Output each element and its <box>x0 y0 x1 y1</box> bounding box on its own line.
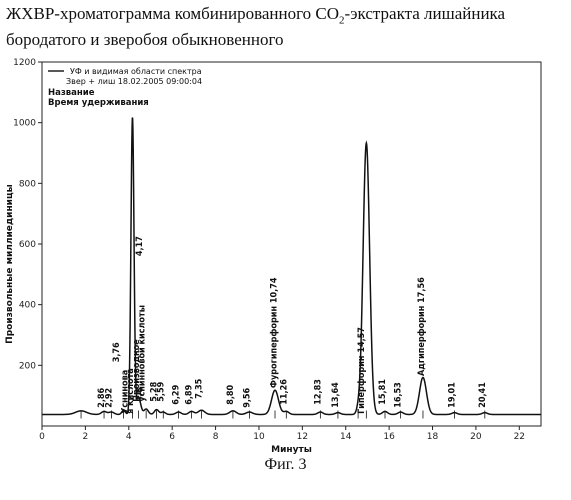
x-tick-label: 4 <box>126 432 132 442</box>
x-tick-label: 8 <box>213 432 219 442</box>
peak-annotation: 20,41 <box>478 382 488 408</box>
y-tick-label: 1200 <box>13 58 36 68</box>
peak-annotation: уснинновой кислоты <box>138 305 148 402</box>
x-axis-label: Минуты <box>271 445 312 455</box>
peak-annotation: 12,83 <box>313 379 323 405</box>
legend-line-1: УФ и видимая области спектра <box>70 67 202 76</box>
peak-annotation: 9,56 <box>242 387 252 407</box>
x-tick-label: 20 <box>470 432 482 442</box>
y-tick-label: 600 <box>19 240 36 250</box>
peak-annotation: 5,59 <box>156 381 166 401</box>
peak-annotation: Адгиперфорин 17,56 <box>417 277 427 376</box>
peak-annotation: 7,35 <box>194 378 204 398</box>
x-tick-label: 14 <box>340 432 352 442</box>
y-tick-label: 200 <box>19 361 36 371</box>
peak-annotation: 4,17 <box>135 236 145 256</box>
x-tick-label: 18 <box>427 432 439 442</box>
x-tick-label: 2 <box>83 432 89 442</box>
peak-annotation: 19,01 <box>447 382 457 408</box>
legend-line-2: Звер + лиш 18.02.2005 09:00:04 <box>66 77 202 86</box>
peak-annotation: 6,89 <box>184 384 194 404</box>
peak-annotation: 15,81 <box>378 379 388 405</box>
y-tick-label: 800 <box>19 179 36 189</box>
peak-annotation: 6,29 <box>171 384 181 404</box>
x-tick-label: 12 <box>297 432 308 442</box>
peak-annotation: 13,64 <box>331 382 341 408</box>
peak-annotation: Фурогиперфорин 10,74 <box>269 277 279 388</box>
x-tick-label: 10 <box>253 432 265 442</box>
legend-line-4: Время удерживания <box>48 98 149 108</box>
x-tick-label: 6 <box>169 432 175 442</box>
y-tick-label: 400 <box>19 301 36 311</box>
plot-frame <box>42 62 541 426</box>
peak-annotation: 11,26 <box>279 379 289 405</box>
x-tick-label: 0 <box>39 432 45 442</box>
peak-annotation: 16,53 <box>394 382 404 408</box>
y-axis-label: Произвольные миллиединицы <box>5 184 15 344</box>
y-tick-label: 1000 <box>13 119 36 129</box>
legend-line-3: Название <box>48 88 95 98</box>
peak-annotation: 3,76 <box>112 342 122 362</box>
chromatogram-trace <box>42 118 541 415</box>
x-tick-label: 16 <box>383 432 395 442</box>
peak-annotation: 2,92 <box>104 388 114 408</box>
peak-annotation: 8,80 <box>226 384 236 404</box>
peak-annotation: Гиперфорин 14,57 <box>357 327 367 414</box>
x-tick-label: 22 <box>514 432 525 442</box>
figure-caption: Фиг. 3 <box>0 456 571 474</box>
